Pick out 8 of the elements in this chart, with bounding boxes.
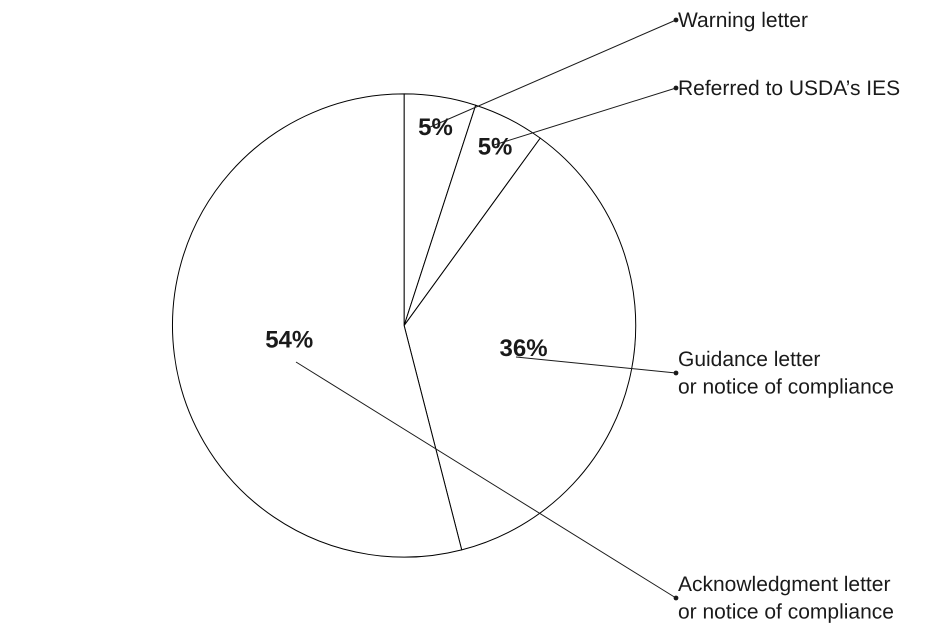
- data-label: 5%: [418, 114, 453, 142]
- data-label: 5%: [478, 134, 512, 161]
- slice-label: Acknowledgment letter or notice of compliance: [678, 573, 894, 624]
- data-label: 54%: [265, 326, 314, 354]
- slice-label: Warning letter: [678, 9, 808, 32]
- data-label: 36%: [500, 334, 548, 362]
- slice-label: Referred to USDA’s IES: [678, 77, 900, 100]
- slice-label: Guidance letter or notice of compliance: [678, 348, 894, 398]
